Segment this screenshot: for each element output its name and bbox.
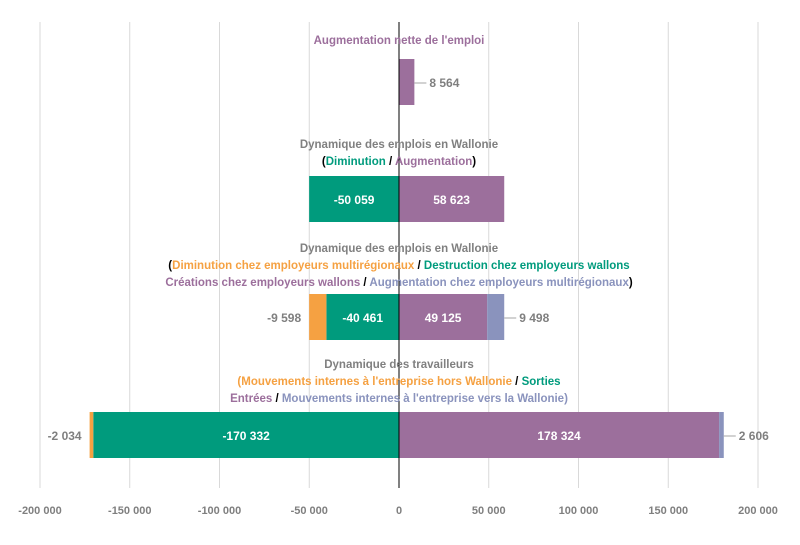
- data-label: -170 332: [222, 429, 270, 443]
- bar-segment: [399, 294, 488, 340]
- group-title-line: Augmentation nette de l'emploi: [314, 35, 485, 47]
- title-run: Entrées: [230, 393, 272, 405]
- x-tick-labels: -200 000 -150 000 -100 000 -50 000 0 50 000 10…: [18, 505, 778, 517]
- group-title-line: Dynamique des travailleurs: [324, 359, 474, 371]
- x-tick-label: 150 000: [648, 505, 688, 517]
- bar-segment: [719, 412, 724, 458]
- data-label: 49 125: [425, 311, 462, 325]
- data-label: 8 564: [429, 76, 459, 90]
- group-title-line: (Mouvements internes à l'entreprise hors…: [237, 376, 560, 388]
- data-label: -9 598: [267, 311, 301, 325]
- bar-segment: [93, 412, 399, 458]
- grid-lines: [39, 22, 759, 488]
- bar-segment: [326, 294, 399, 340]
- title-run: /: [512, 376, 522, 388]
- data-label: 2 606: [739, 429, 769, 443]
- bar-segment: [487, 294, 505, 340]
- bar-segment: [399, 412, 720, 458]
- bar-segment: [309, 176, 399, 222]
- bar-segment: [309, 294, 327, 340]
- x-tick-label: -150 000: [108, 505, 151, 517]
- data-label: 9 498: [519, 311, 549, 325]
- x-tick-label: 200 000: [738, 505, 778, 517]
- data-label: -2 034: [48, 429, 82, 443]
- group-title-line: Créations chez employeurs wallons / Augm…: [165, 277, 633, 289]
- x-tick-label: 100 000: [559, 505, 599, 517]
- title-run: ): [472, 156, 476, 168]
- data-label: -50 059: [334, 193, 375, 207]
- title-run: Diminution chez employeurs multirégionau…: [172, 260, 415, 272]
- data-label: 178 324: [537, 429, 581, 443]
- bar-segment: [399, 59, 415, 105]
- title-run: Créations chez employeurs wallons: [165, 277, 360, 289]
- x-tick-label: 50 000: [472, 505, 506, 517]
- x-tick-label: -50 000: [291, 505, 328, 517]
- group-title-line: Dynamique des emplois en Wallonie: [300, 243, 498, 255]
- title-run: Augmentation: [395, 156, 472, 168]
- title-run: Destruction chez employeurs wallons: [424, 260, 630, 272]
- title-run: /: [386, 156, 395, 168]
- data-label: 58 623: [433, 193, 470, 207]
- group-title-line: Dynamique des emplois en Wallonie: [300, 139, 498, 151]
- title-run: /: [272, 393, 282, 405]
- title-run: (Mouvements internes à l'entreprise hors…: [237, 376, 512, 388]
- title-run: Diminution: [326, 156, 386, 168]
- title-run: ): [629, 277, 633, 289]
- title-run: /: [414, 260, 424, 272]
- title-run: /: [360, 277, 369, 289]
- title-run: Mouvements internes à l'entreprise vers …: [282, 393, 568, 405]
- title-run: Augmentation chez employeurs multirégion…: [369, 277, 629, 289]
- group-title-line: (Diminution / Augmentation): [322, 156, 476, 168]
- bar-segment: [399, 176, 505, 222]
- group-title-line: Entrées / Mouvements internes à l'entrep…: [230, 393, 568, 405]
- title-run: Augmentation nette de l'emploi: [314, 35, 485, 47]
- bars: [89, 59, 724, 458]
- x-tick-label: 0: [396, 505, 402, 517]
- title-run: (: [168, 260, 172, 272]
- bar-segment: [89, 412, 94, 458]
- data-labels: 8 564 -50 059 58 623 -40 461 -9 598 49 125 9 4…: [48, 76, 770, 443]
- data-label: -40 461: [342, 311, 383, 325]
- title-run: (: [322, 156, 326, 168]
- group-title-line: (Diminution chez employeurs multirégiona…: [168, 260, 629, 272]
- title-run: Dynamique des travailleurs: [324, 359, 474, 371]
- title-run: Sorties: [522, 376, 561, 388]
- x-tick-label: -200 000: [18, 505, 61, 517]
- title-run: Dynamique des emplois en Wallonie: [300, 139, 498, 151]
- group-titles: Augmentation nette de l'emploi Dynamique …: [165, 35, 633, 405]
- title-run: Dynamique des emplois en Wallonie: [300, 243, 498, 255]
- x-tick-label: -100 000: [198, 505, 241, 517]
